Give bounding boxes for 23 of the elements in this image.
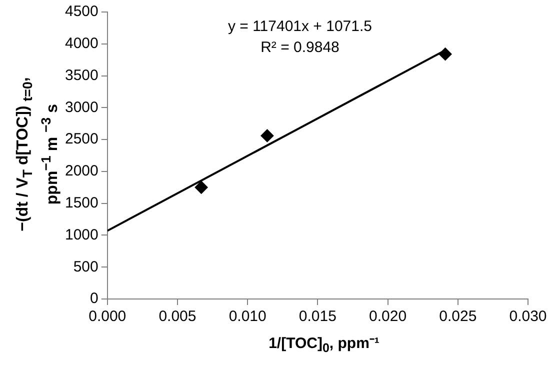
y-tick-label: 500	[73, 258, 98, 276]
x-tick-label: 0.005	[158, 308, 196, 326]
x-tick-label: 0.015	[298, 308, 336, 326]
point	[438, 48, 452, 61]
y-tick-label: 4000	[64, 35, 98, 52]
annotation: R² = 0.9848	[260, 39, 340, 56]
y-tick-label: 0	[90, 290, 98, 308]
x-tick-label: 0.025	[439, 308, 477, 326]
y-tick-label: 2500	[64, 130, 98, 148]
y-tick-label: 1500	[64, 194, 98, 212]
x-tick-label: 0.030	[509, 308, 547, 326]
point	[194, 180, 208, 194]
y-tick-label: 4500	[64, 3, 98, 20]
y-tick-label: 3500	[64, 66, 98, 84]
y-tick-label: 1000	[64, 226, 98, 244]
annotation: y = 117401x + 1071.5	[228, 18, 372, 35]
x-axis-title: 1/[TOC]$_{0}$, ppm⁻¹	[268, 334, 380, 355]
point	[260, 129, 274, 142]
y-tick-label: 2000	[64, 162, 98, 180]
x-tick-label: 0.000	[88, 308, 126, 326]
x-tick-label: 0.020	[369, 308, 407, 326]
y-tick-label: 3000	[64, 98, 98, 116]
x-tick-label: 0.010	[228, 308, 266, 326]
